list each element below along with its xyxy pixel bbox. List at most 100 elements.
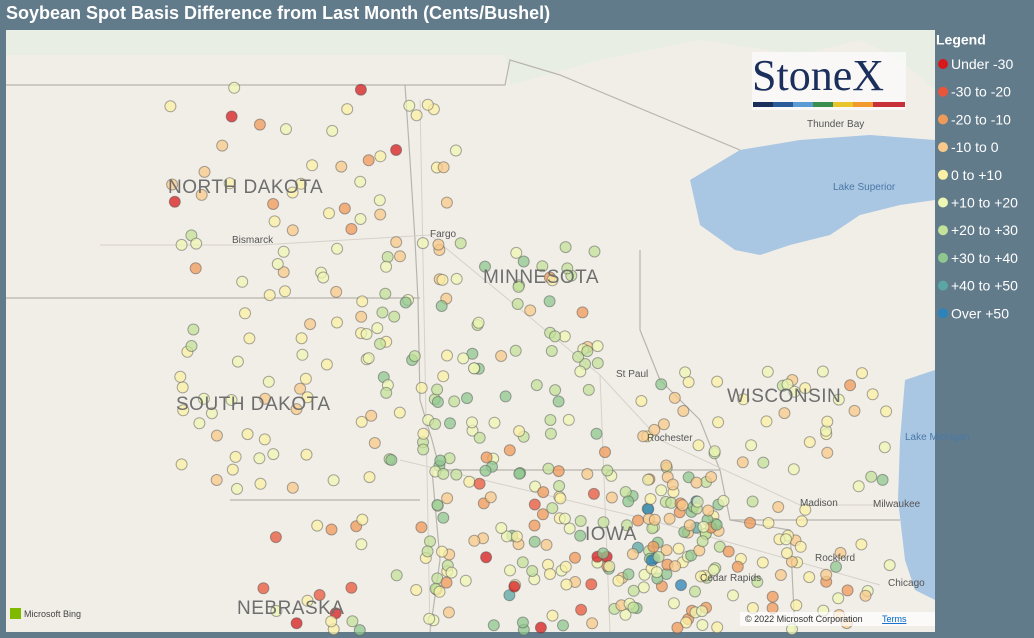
map-dot[interactable]	[440, 576, 453, 589]
legend-label[interactable]: 0 to +10	[951, 167, 1002, 183]
map-dot[interactable]	[880, 405, 893, 418]
map-dot[interactable]	[648, 513, 661, 526]
map-dot[interactable]	[277, 266, 290, 279]
map-dot[interactable]	[436, 273, 449, 286]
map-dot[interactable]	[553, 480, 566, 492]
map-dot[interactable]	[561, 262, 574, 275]
map-dot[interactable]	[660, 544, 673, 557]
map-dot[interactable]	[536, 260, 549, 273]
map-dot[interactable]	[751, 575, 764, 588]
map-dot[interactable]	[788, 385, 801, 398]
map[interactable]: NORTH DAKOTA MINNESOTA SOUTH DAKOTA WISC…	[6, 30, 969, 637]
map-dot[interactable]	[601, 464, 614, 477]
map-dot[interactable]	[546, 502, 559, 515]
map-dot[interactable]	[267, 198, 280, 210]
map-dot[interactable]	[175, 238, 188, 251]
map-dot[interactable]	[637, 581, 650, 594]
map-dot[interactable]	[271, 258, 284, 270]
map-dot[interactable]	[164, 100, 177, 113]
map-dot[interactable]	[175, 458, 188, 471]
map-dot[interactable]	[586, 617, 599, 630]
map-dot[interactable]	[354, 213, 367, 225]
map-dot[interactable]	[712, 416, 725, 429]
map-dot[interactable]	[848, 404, 861, 417]
map-dot[interactable]	[253, 452, 266, 465]
map-dot[interactable]	[300, 448, 313, 461]
map-dot[interactable]	[545, 345, 558, 357]
map-dot[interactable]	[450, 272, 463, 285]
map-dot[interactable]	[581, 468, 594, 480]
map-dot[interactable]	[433, 585, 446, 598]
map-dot[interactable]	[468, 534, 481, 547]
map-dot[interactable]	[552, 395, 565, 408]
map-dot[interactable]	[830, 560, 842, 573]
map-dot[interactable]	[277, 245, 290, 258]
map-dot[interactable]	[421, 545, 434, 558]
map-dot[interactable]	[513, 467, 526, 480]
map-dot[interactable]	[766, 602, 779, 615]
map-dot[interactable]	[290, 617, 303, 630]
map-dot[interactable]	[534, 621, 547, 634]
legend-label[interactable]: +20 to +30	[951, 222, 1018, 238]
legend-label[interactable]: -20 to -10	[951, 111, 1011, 127]
map-dot[interactable]	[431, 383, 444, 396]
map-dot[interactable]	[463, 475, 476, 488]
legend-swatch[interactable]	[938, 142, 948, 153]
map-dot[interactable]	[190, 237, 203, 250]
map-dot[interactable]	[388, 310, 401, 323]
map-dot[interactable]	[597, 547, 610, 560]
map-dot[interactable]	[746, 495, 759, 508]
map-dot[interactable]	[707, 564, 720, 576]
legend-label[interactable]: +10 to +20	[951, 195, 1018, 211]
map-dot[interactable]	[510, 530, 523, 543]
map-dot[interactable]	[799, 382, 812, 395]
map-dot[interactable]	[876, 473, 889, 486]
map-dot[interactable]	[668, 391, 681, 404]
map-dot[interactable]	[711, 621, 724, 634]
map-dot[interactable]	[859, 589, 872, 602]
map-dot[interactable]	[799, 503, 812, 516]
map-dot[interactable]	[708, 445, 721, 458]
map-dot[interactable]	[410, 109, 423, 122]
map-dot[interactable]	[652, 551, 665, 563]
map-dot[interactable]	[473, 477, 486, 490]
map-dot[interactable]	[355, 538, 368, 551]
map-dot[interactable]	[692, 439, 705, 452]
map-dot[interactable]	[416, 237, 429, 250]
map-dot[interactable]	[360, 328, 373, 340]
map-dot[interactable]	[647, 540, 660, 553]
map-dot[interactable]	[267, 448, 280, 461]
map-dot[interactable]	[346, 615, 359, 628]
map-dot[interactable]	[722, 545, 735, 558]
map-dot[interactable]	[390, 236, 403, 249]
map-dot[interactable]	[417, 427, 430, 440]
map-dot[interactable]	[354, 83, 367, 96]
map-dot[interactable]	[437, 511, 450, 524]
map-dot[interactable]	[644, 493, 657, 505]
map-dot[interactable]	[415, 381, 428, 394]
map-dot[interactable]	[582, 383, 595, 396]
legend-label[interactable]: -10 to 0	[951, 139, 999, 155]
map-dot[interactable]	[832, 393, 845, 406]
map-dot[interactable]	[241, 428, 254, 441]
map-dot[interactable]	[512, 280, 525, 293]
map-dot[interactable]	[536, 508, 549, 521]
map-dot[interactable]	[448, 395, 461, 408]
map-dot[interactable]	[574, 529, 587, 542]
map-dot[interactable]	[457, 352, 470, 365]
map-dot[interactable]	[279, 285, 291, 298]
map-dot[interactable]	[710, 518, 723, 531]
map-dot[interactable]	[760, 415, 773, 428]
map-dot[interactable]	[380, 260, 393, 273]
map-dot[interactable]	[781, 378, 794, 391]
map-dot[interactable]	[432, 238, 445, 251]
map-dot[interactable]	[546, 609, 559, 622]
map-dot[interactable]	[187, 323, 200, 336]
map-dot[interactable]	[437, 161, 450, 174]
map-dot[interactable]	[376, 306, 389, 319]
map-dot[interactable]	[254, 477, 267, 490]
map-dot[interactable]	[355, 310, 368, 323]
map-dot[interactable]	[189, 262, 202, 275]
map-dot[interactable]	[393, 406, 406, 419]
legend-swatch[interactable]	[938, 59, 948, 69]
